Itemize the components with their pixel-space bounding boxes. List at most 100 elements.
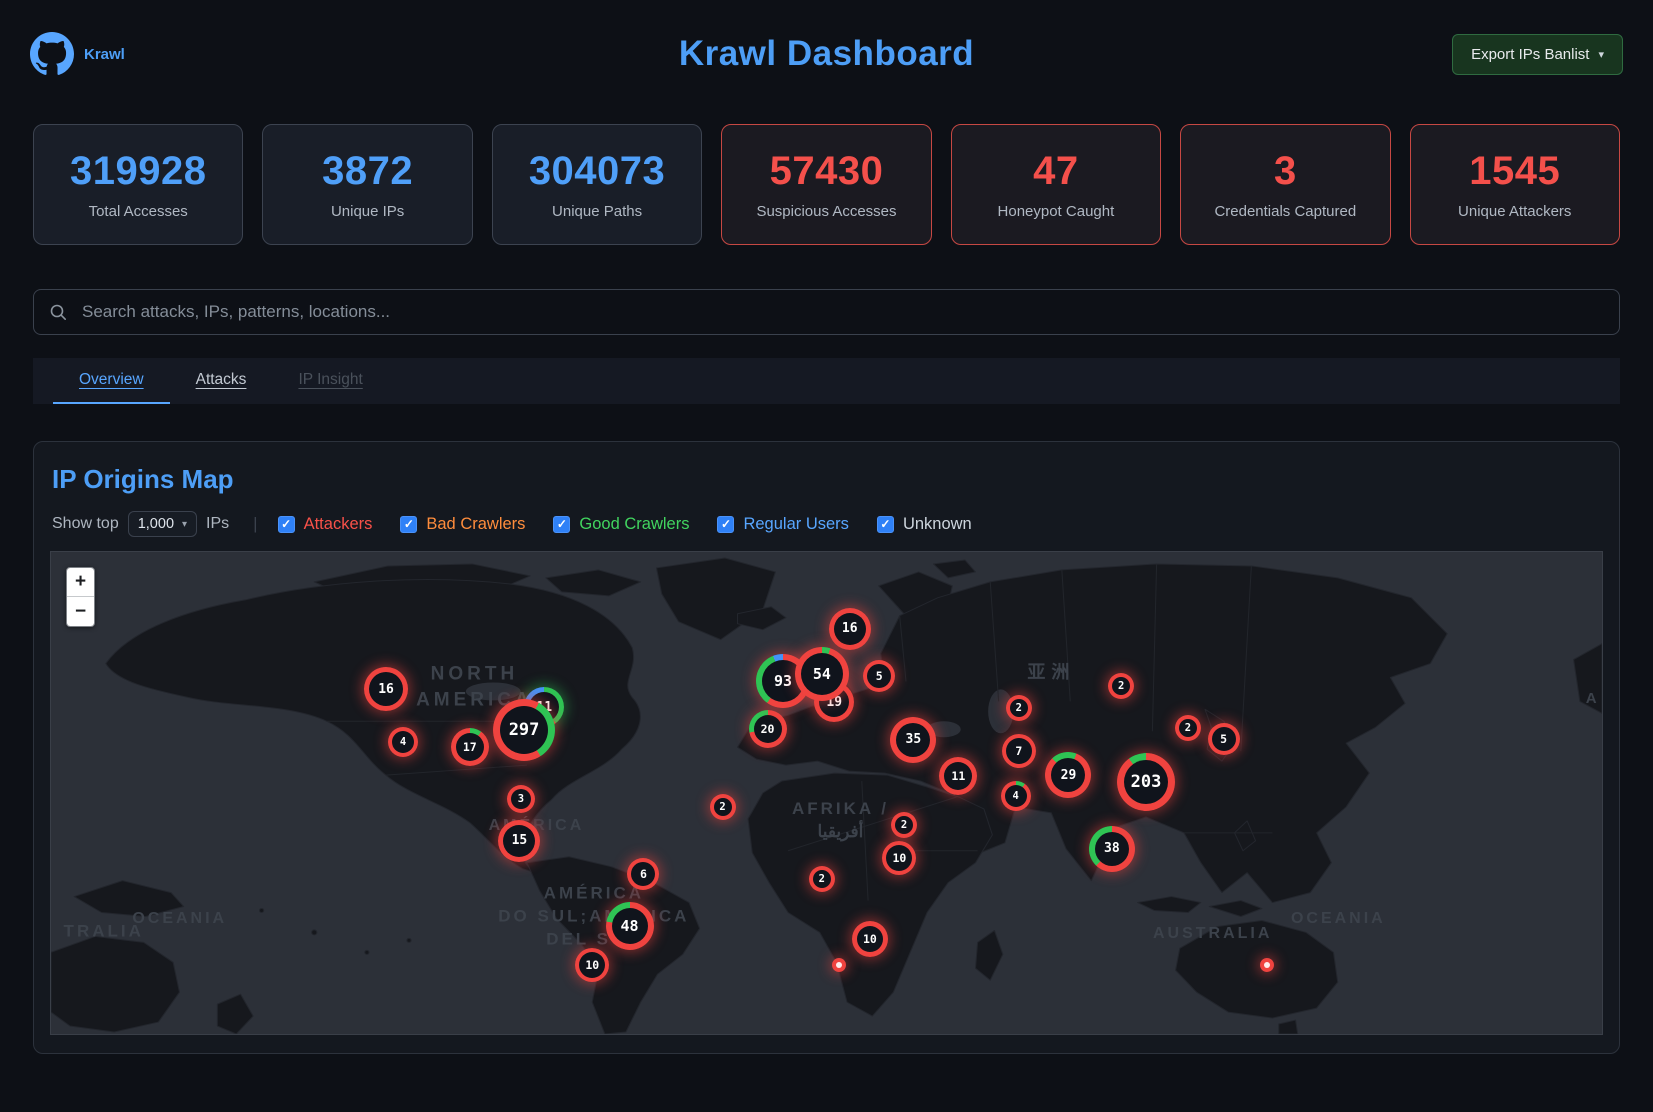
tab-attacks[interactable]: Attacks [195, 371, 247, 388]
cluster-count: 5 [867, 664, 892, 689]
stat-label: Unique IPs [330, 203, 405, 220]
map-cluster-marker[interactable]: 48 [605, 901, 654, 950]
brand-name: Krawl [84, 45, 125, 63]
tab-bar: Overview Attacks IP Insight [33, 358, 1620, 404]
map-cluster-marker[interactable]: 38 [1088, 825, 1135, 872]
map-cluster-marker[interactable]: 2 [709, 793, 736, 820]
cluster-count: 2 [1112, 676, 1131, 695]
cluster-count: 2 [1178, 719, 1197, 738]
cluster-count: 11 [944, 762, 973, 791]
ips-label: IPs [206, 515, 230, 532]
map-cluster-marker[interactable]: 17 [450, 728, 489, 767]
map-region-label: OCEANIA [132, 910, 228, 928]
map-cluster-marker[interactable]: 2 [1108, 672, 1135, 699]
cluster-count: 16 [369, 672, 404, 707]
map-cluster-marker[interactable]: 4 [388, 727, 419, 758]
map-cluster-marker[interactable]: 11 [939, 757, 978, 796]
map-cluster-marker[interactable]: 15 [498, 819, 541, 862]
stat-value: 47 [1033, 149, 1079, 193]
stat-card-unique-ips: 3872 Unique IPs [262, 124, 473, 245]
filter-unknown[interactable]: ✓ Unknown [876, 514, 972, 534]
chevron-down-icon: ▾ [1598, 48, 1604, 61]
cluster-count: 15 [503, 824, 536, 857]
stat-card-unique-paths: 304073 Unique Paths [491, 124, 703, 245]
checkbox-checked-icon: ✓ [717, 515, 735, 533]
filter-bad-crawlers[interactable]: ✓ Bad Crawlers [400, 515, 525, 534]
stat-value: 319928 [69, 149, 207, 193]
stat-card-honeypot-caught: 47 Honeypot Caught [950, 124, 1162, 245]
map-cluster-marker[interactable]: 10 [575, 948, 610, 983]
stat-label: Unique Attackers [1458, 203, 1572, 220]
tab-ip-insight[interactable]: IP Insight [298, 371, 363, 388]
header: Krawl Krawl Dashboard Export IPs Banlist… [0, 0, 1653, 108]
map-region-label: AUSTRALIA [1152, 924, 1273, 942]
cluster-count: 2 [713, 797, 732, 816]
map-cluster-marker[interactable]: 2 [891, 811, 918, 838]
stat-card-unique-attackers: 1545 Unique Attackers [1409, 124, 1620, 245]
brand-logo[interactable]: Krawl [30, 32, 125, 76]
filter-regular-users[interactable]: ✓ Regular Users [717, 514, 849, 534]
cluster-count: 7 [1005, 738, 1032, 765]
stat-value: 57430 [769, 149, 884, 193]
filter-label: Unknown [902, 514, 972, 533]
filter-label: Regular Users [743, 514, 849, 533]
cluster-count: 4 [392, 731, 415, 754]
cluster-count: 6 [631, 862, 656, 887]
cluster-count: 5 [1211, 727, 1236, 752]
stat-value: 3872 [322, 149, 414, 193]
map-cluster-marker[interactable] [1259, 958, 1274, 973]
filter-attackers[interactable]: ✓ Attackers [277, 515, 372, 534]
cluster-count: 2 [1009, 699, 1028, 718]
search-icon [50, 304, 67, 321]
map-cluster-marker[interactable]: 29 [1045, 752, 1092, 799]
stat-value: 304073 [528, 149, 666, 193]
panel-title: IP Origins Map [52, 464, 234, 494]
map-cluster-marker[interactable]: 4 [1000, 780, 1031, 811]
stat-value: 1545 [1469, 149, 1561, 193]
map-cluster-marker[interactable]: 35 [890, 716, 937, 763]
filter-label: Good Crawlers [579, 514, 690, 533]
cluster-count: 17 [455, 733, 484, 762]
filter-good-crawlers[interactable]: ✓ Good Crawlers [553, 515, 689, 534]
page-title: Krawl Dashboard [678, 34, 975, 73]
top-ips-select[interactable]: 1,000 ▾ [127, 511, 198, 537]
stat-label: Credentials Captured [1214, 203, 1357, 220]
cluster-count: 35 [896, 722, 931, 757]
map-cluster-marker[interactable]: 2 [808, 865, 835, 892]
map-cluster-marker[interactable]: 20 [748, 710, 787, 749]
export-ips-banlist-button[interactable]: Export IPs Banlist ▾ [1452, 33, 1623, 75]
map-cluster-marker[interactable]: 3 [506, 784, 535, 813]
map-cluster-marker[interactable]: 16 [828, 607, 871, 650]
cluster-count: 48 [611, 907, 648, 944]
map-region-label: AMÉRICA DO SUL;AMÉRICA DEL SUR [498, 883, 686, 949]
controls-divider: | [253, 514, 258, 533]
cluster-count: 10 [579, 952, 606, 979]
map-cluster-marker[interactable]: 2 [1174, 715, 1201, 742]
map-cluster-marker[interactable]: 5 [1207, 723, 1240, 756]
world-map[interactable]: + − NORTH AMERICA 亚洲 AFRIKA / أفريقيا AMÉRI… [50, 551, 1603, 1035]
map-cluster-marker[interactable]: 54 [794, 647, 849, 702]
map-cluster-marker[interactable]: 297 [493, 699, 556, 762]
map-region-label: AFRIKA / أفريقيا [791, 799, 889, 841]
map-region-label: OCEANIA [1290, 910, 1386, 928]
top-ips-selected-value: 1,000 [137, 516, 175, 532]
search-input[interactable] [33, 289, 1620, 335]
map-cluster-marker[interactable] [831, 958, 846, 973]
tab-overview[interactable]: Overview [53, 358, 170, 404]
map-cluster-marker[interactable]: 5 [863, 660, 896, 693]
zoom-in-button[interactable]: + [67, 568, 94, 597]
map-cluster-marker[interactable]: 16 [364, 667, 409, 712]
map-cluster-marker[interactable]: 203 [1117, 752, 1175, 811]
map-zoom-control: + − [66, 567, 95, 627]
cluster-count: 297 [500, 706, 549, 755]
map-region-label: NORTH AMERICA [416, 663, 533, 710]
map-cluster-marker[interactable]: 7 [1001, 734, 1036, 769]
zoom-out-button[interactable]: − [67, 597, 94, 626]
map-cluster-marker[interactable]: 10 [851, 920, 888, 957]
stat-label: Suspicious Accesses [756, 203, 897, 220]
map-cluster-marker[interactable]: 6 [627, 858, 660, 891]
map-cluster-marker[interactable]: 2 [1005, 695, 1032, 722]
world-map-landmass [51, 557, 1602, 1034]
map-cluster-marker[interactable]: 10 [882, 840, 917, 875]
cluster-count: 203 [1124, 759, 1168, 804]
